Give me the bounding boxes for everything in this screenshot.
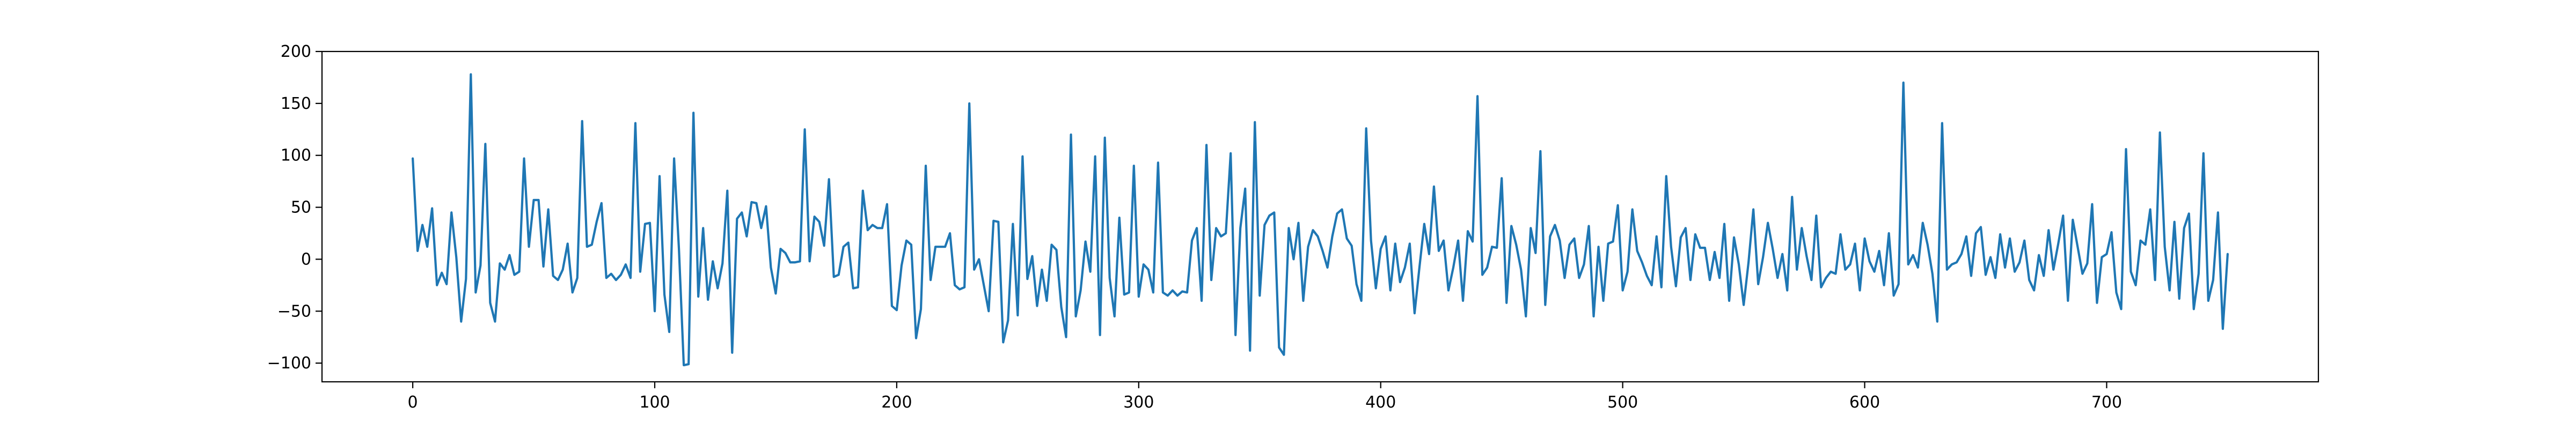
x-tick-label: 100 (639, 393, 670, 412)
y-tick-label: 0 (301, 250, 311, 269)
x-tick-label: 300 (1123, 393, 1154, 412)
y-axis: −100 −50 0 50 100 150 200 (267, 42, 322, 373)
y-tick-label: 200 (281, 42, 311, 61)
x-tick-label: 600 (1849, 393, 1880, 412)
x-tick-label: 400 (1365, 393, 1396, 412)
x-tick-label: 700 (2091, 393, 2122, 412)
series-line-0 (411, 73, 2229, 367)
plot-area-frame (321, 50, 2319, 383)
x-axis: 0 100 200 300 400 500 600 700 (408, 382, 2122, 412)
y-tick-label: −50 (277, 302, 311, 321)
y-tick-label: 100 (281, 146, 311, 165)
y-tick-label: 150 (281, 94, 311, 113)
x-tick-label: 200 (881, 393, 912, 412)
x-tick-label: 0 (408, 393, 418, 412)
y-tick-label: 50 (291, 198, 311, 217)
x-tick-label: 500 (1607, 393, 1638, 412)
series-layer (411, 73, 2229, 367)
y-tick-label: −100 (267, 354, 311, 373)
